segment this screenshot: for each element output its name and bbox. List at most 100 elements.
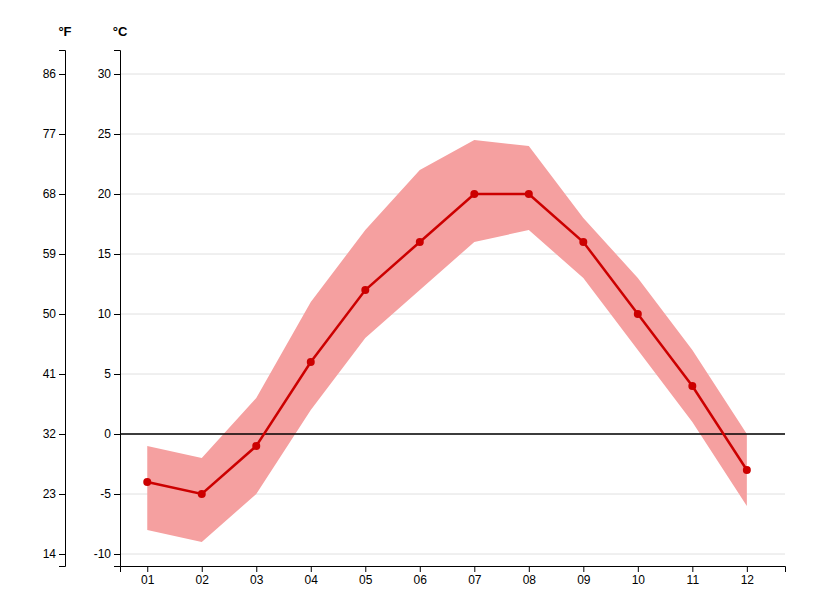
tick: 25 xyxy=(98,127,120,141)
tick-label: 09 xyxy=(577,573,591,587)
mean-line xyxy=(147,194,747,494)
tick-mark xyxy=(474,566,475,572)
tick-label: 03 xyxy=(250,573,264,587)
tick-mark xyxy=(114,194,120,195)
tick: 68 xyxy=(43,187,65,201)
tick-label: 25 xyxy=(98,127,112,141)
tick-mark xyxy=(59,74,65,75)
plot-area xyxy=(120,140,785,542)
chart: 010203040506070809101112-10-505101520253… xyxy=(0,0,815,611)
marker xyxy=(743,466,751,474)
marker xyxy=(525,190,533,198)
tick-label: 05 xyxy=(359,573,373,587)
tick-label: 07 xyxy=(468,573,482,587)
tick-mark xyxy=(256,566,257,572)
marker xyxy=(470,190,478,198)
tick-label: 32 xyxy=(43,427,57,441)
tick-mark xyxy=(114,554,120,555)
tick-label: 50 xyxy=(43,307,57,321)
marker xyxy=(416,238,424,246)
tick: 15 xyxy=(98,247,120,261)
tick-label: 59 xyxy=(43,247,57,261)
marker xyxy=(143,478,151,486)
tick-label: 68 xyxy=(43,187,57,201)
tick: 05 xyxy=(359,566,373,587)
tick-mark xyxy=(114,434,120,435)
tick-mark xyxy=(59,254,65,255)
grid xyxy=(120,74,785,554)
tick-mark xyxy=(114,134,120,135)
tick: 01 xyxy=(141,566,155,587)
grid-line xyxy=(120,134,785,135)
tick: 03 xyxy=(250,566,264,587)
tick: 14 xyxy=(43,547,65,561)
tick-mark xyxy=(59,314,65,315)
tick: 77 xyxy=(43,127,65,141)
tick-mark xyxy=(747,566,748,572)
tick: 07 xyxy=(468,566,482,587)
tick-mark xyxy=(311,566,312,572)
tick: -5 xyxy=(100,487,120,501)
tick-label: -5 xyxy=(100,487,111,501)
tick: -10 xyxy=(94,547,120,561)
tick-label: 10 xyxy=(632,573,646,587)
tick: 10 xyxy=(632,566,646,587)
tick-mark xyxy=(692,566,693,572)
tick-label: 01 xyxy=(141,573,155,587)
tick-mark xyxy=(202,566,203,572)
tick-mark xyxy=(114,254,120,255)
tick: 5 xyxy=(104,367,120,381)
y2-axis: 14 23 32 41 50 59 68 77 86 xyxy=(43,51,66,567)
tick: 59 xyxy=(43,247,65,261)
tick-mark xyxy=(59,194,65,195)
marker xyxy=(252,442,260,450)
tick-mark xyxy=(114,374,120,375)
tick-label: 14 xyxy=(43,547,57,561)
tick-mark xyxy=(114,74,120,75)
tick: 08 xyxy=(523,566,537,587)
tick-mark xyxy=(59,494,65,495)
tick: 50 xyxy=(43,307,65,321)
tick-mark xyxy=(114,314,120,315)
tick-label: 04 xyxy=(305,573,319,587)
tick-mark xyxy=(59,554,65,555)
tick-mark xyxy=(59,374,65,375)
tick: 11 xyxy=(687,566,700,587)
tick: 06 xyxy=(414,566,428,587)
tick: 10 xyxy=(98,307,120,321)
tick: 41 xyxy=(43,367,65,381)
tick-label: 10 xyxy=(98,307,112,321)
tick-label: 23 xyxy=(43,487,57,501)
tick-mark xyxy=(59,134,65,135)
tick: 86 xyxy=(43,67,65,81)
tick: 0 xyxy=(104,427,120,441)
tick-label: 0 xyxy=(104,427,111,441)
marker xyxy=(198,490,206,498)
axis-line xyxy=(59,51,66,567)
range-band xyxy=(147,140,747,542)
tick: 02 xyxy=(196,566,210,587)
tick-label: -10 xyxy=(94,547,112,561)
tick-mark xyxy=(638,566,639,572)
zero-line xyxy=(120,433,785,435)
tick: 20 xyxy=(98,187,120,201)
axis-title: °C xyxy=(113,24,128,39)
tick-mark xyxy=(365,566,366,572)
tick-label: 86 xyxy=(43,67,57,81)
tick: 09 xyxy=(577,566,591,587)
tick-label: 30 xyxy=(98,67,112,81)
tick-label: 41 xyxy=(43,367,57,381)
y-axis: -10 -5 0 5 10 15 20 25 30 xyxy=(94,51,121,567)
tick: 30 xyxy=(98,67,120,81)
tick-label: 15 xyxy=(98,247,112,261)
x-axis: 01 02 03 04 05 06 07 08 09 10 11 12 xyxy=(121,566,786,587)
grid-line xyxy=(120,434,785,435)
axis-line xyxy=(121,567,786,573)
tick: 32 xyxy=(43,427,65,441)
tick: 23 xyxy=(43,487,65,501)
tick-label: 20 xyxy=(98,187,112,201)
tick: 12 xyxy=(741,566,755,587)
grid-line xyxy=(120,554,785,555)
tick-mark xyxy=(59,434,65,435)
marker xyxy=(307,358,315,366)
